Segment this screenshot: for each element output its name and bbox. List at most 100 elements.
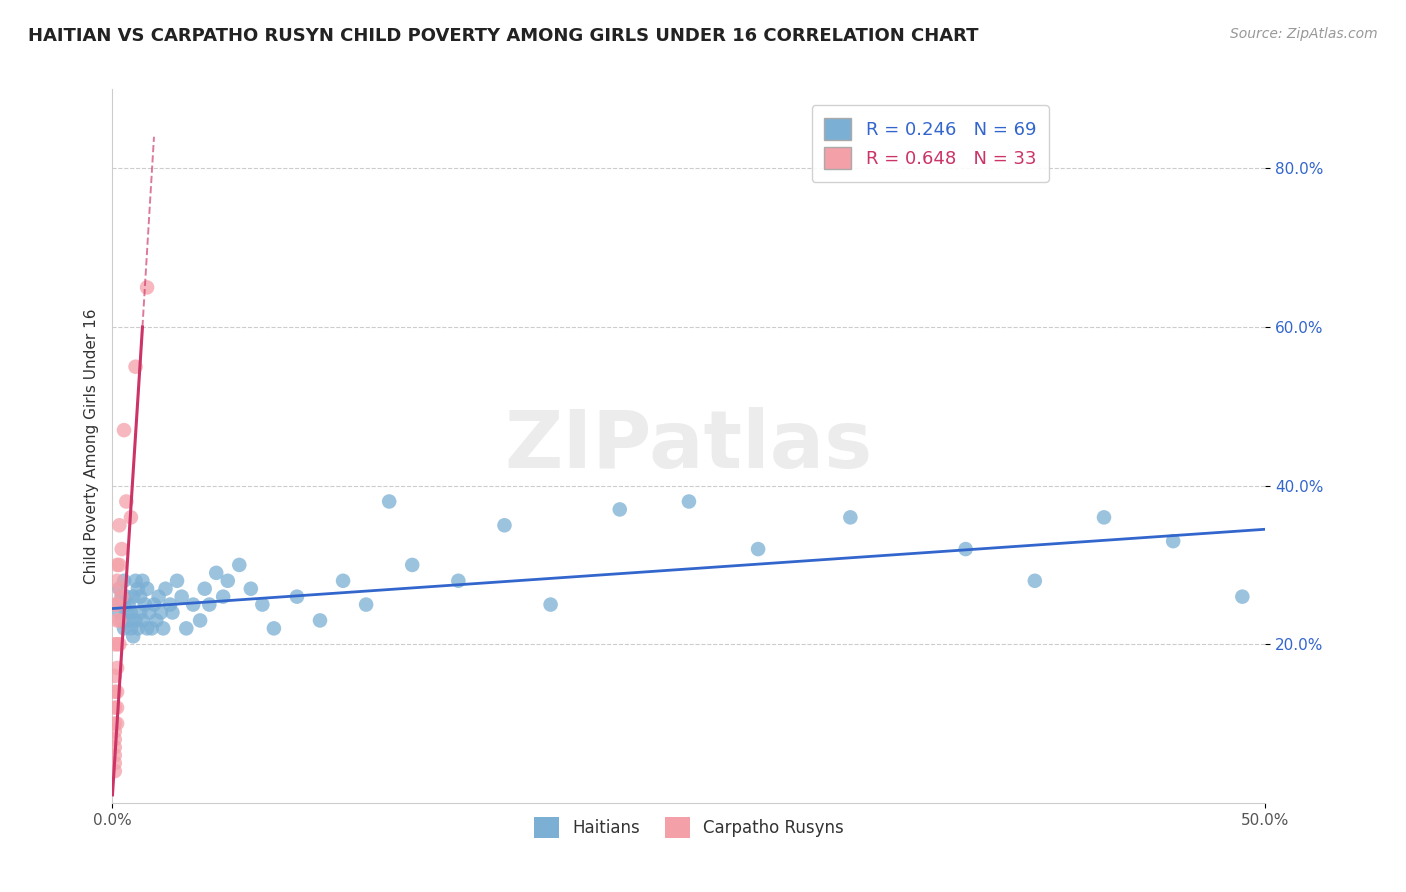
Point	[747, 542, 769, 557]
Point	[181, 598, 204, 612]
Y-axis label: Child Poverty Among Girls Under 16: Child Poverty Among Girls Under 16	[83, 309, 98, 583]
Point	[111, 590, 134, 604]
Point	[105, 700, 128, 714]
Point	[111, 542, 134, 557]
Point	[115, 606, 138, 620]
Legend: Haitians, Carpatho Rusyns: Haitians, Carpatho Rusyns	[527, 811, 851, 845]
Point	[1024, 574, 1046, 588]
Point	[166, 574, 188, 588]
Point	[104, 637, 127, 651]
Point	[104, 685, 127, 699]
Point	[170, 590, 193, 604]
Point	[217, 574, 239, 588]
Point	[494, 518, 516, 533]
Point	[122, 590, 145, 604]
Point	[136, 582, 159, 596]
Point	[131, 574, 153, 588]
Point	[104, 598, 127, 612]
Point	[124, 359, 146, 374]
Point	[143, 598, 166, 612]
Point	[354, 598, 377, 612]
Point	[105, 598, 128, 612]
Point	[678, 494, 700, 508]
Point	[839, 510, 862, 524]
Point	[955, 542, 977, 557]
Point	[378, 494, 401, 508]
Point	[124, 614, 146, 628]
Point	[129, 606, 152, 620]
Text: ZIPatlas: ZIPatlas	[505, 407, 873, 485]
Point	[159, 598, 181, 612]
Point	[105, 661, 128, 675]
Point	[194, 582, 217, 596]
Point	[112, 574, 135, 588]
Point	[188, 614, 211, 628]
Point	[105, 685, 128, 699]
Point	[1161, 534, 1184, 549]
Point	[108, 637, 131, 651]
Point	[138, 606, 160, 620]
Text: HAITIAN VS CARPATHO RUSYN CHILD POVERTY AMONG GIRLS UNDER 16 CORRELATION CHART: HAITIAN VS CARPATHO RUSYN CHILD POVERTY …	[28, 27, 979, 45]
Point	[111, 590, 134, 604]
Point	[111, 614, 134, 628]
Point	[228, 558, 250, 572]
Point	[115, 590, 138, 604]
Point	[104, 732, 127, 747]
Point	[112, 423, 135, 437]
Point	[122, 629, 145, 643]
Point	[120, 621, 142, 635]
Point	[609, 502, 631, 516]
Point	[115, 494, 138, 508]
Point	[174, 621, 197, 635]
Point	[108, 518, 131, 533]
Point	[134, 598, 156, 612]
Point	[105, 637, 128, 651]
Point	[309, 614, 332, 628]
Point	[127, 621, 149, 635]
Point	[212, 590, 235, 604]
Point	[198, 598, 221, 612]
Point	[145, 614, 167, 628]
Point	[120, 510, 142, 524]
Point	[104, 716, 127, 731]
Point	[108, 582, 131, 596]
Point	[112, 598, 135, 612]
Point	[108, 606, 131, 620]
Point	[205, 566, 228, 580]
Point	[263, 621, 285, 635]
Point	[117, 598, 139, 612]
Point	[136, 621, 159, 635]
Point	[105, 558, 128, 572]
Point	[105, 614, 128, 628]
Point	[108, 582, 131, 596]
Point	[108, 614, 131, 628]
Point	[149, 606, 172, 620]
Text: Source: ZipAtlas.com: Source: ZipAtlas.com	[1230, 27, 1378, 41]
Point	[120, 606, 142, 620]
Point	[332, 574, 354, 588]
Point	[401, 558, 423, 572]
Point	[127, 582, 149, 596]
Point	[104, 740, 127, 755]
Point	[162, 606, 184, 620]
Point	[124, 574, 146, 588]
Point	[117, 614, 139, 628]
Point	[104, 700, 127, 714]
Point	[104, 724, 127, 739]
Point	[285, 590, 308, 604]
Point	[104, 669, 127, 683]
Point	[447, 574, 470, 588]
Point	[104, 756, 127, 771]
Point	[131, 614, 153, 628]
Point	[104, 748, 127, 763]
Point	[239, 582, 262, 596]
Point	[104, 764, 127, 778]
Point	[152, 621, 174, 635]
Point	[1232, 590, 1254, 604]
Point	[155, 582, 177, 596]
Point	[108, 558, 131, 572]
Point	[105, 598, 128, 612]
Point	[105, 574, 128, 588]
Point	[141, 621, 163, 635]
Point	[105, 716, 128, 731]
